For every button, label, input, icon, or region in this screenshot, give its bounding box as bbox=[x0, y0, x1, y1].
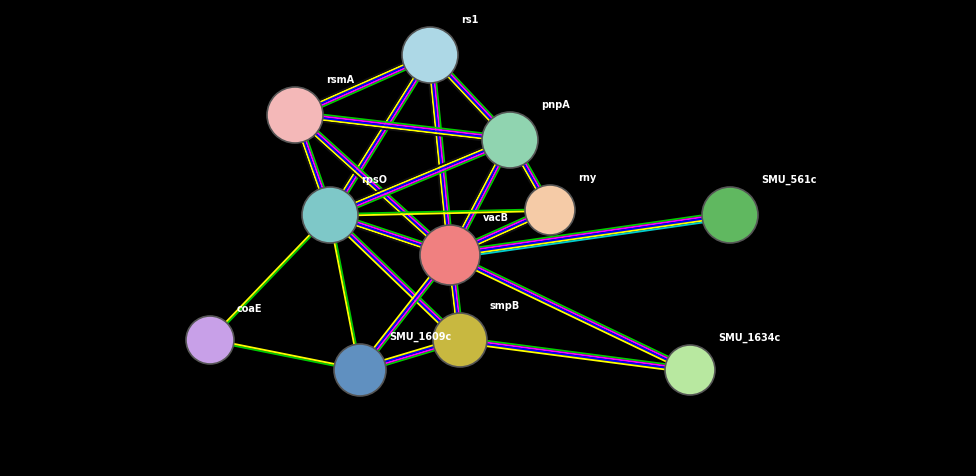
Circle shape bbox=[702, 187, 758, 243]
Text: smpB: smpB bbox=[490, 301, 520, 311]
Circle shape bbox=[334, 344, 386, 396]
Text: rny: rny bbox=[578, 173, 596, 183]
Text: SMU_1634c: SMU_1634c bbox=[718, 333, 780, 343]
Text: coaE: coaE bbox=[237, 304, 263, 314]
Text: SMU_561c: SMU_561c bbox=[761, 175, 817, 185]
Circle shape bbox=[402, 27, 458, 83]
Text: pnpA: pnpA bbox=[541, 100, 570, 110]
Circle shape bbox=[302, 187, 358, 243]
Text: SMU_1609c: SMU_1609c bbox=[389, 332, 451, 342]
Circle shape bbox=[420, 225, 480, 285]
Circle shape bbox=[665, 345, 715, 395]
Circle shape bbox=[186, 316, 234, 364]
Circle shape bbox=[433, 313, 487, 367]
Text: rsmA: rsmA bbox=[326, 75, 354, 85]
Text: rpsO: rpsO bbox=[361, 175, 387, 185]
Circle shape bbox=[482, 112, 538, 168]
Circle shape bbox=[525, 185, 575, 235]
Text: vacB: vacB bbox=[483, 213, 509, 223]
Text: rs1: rs1 bbox=[461, 15, 478, 25]
Circle shape bbox=[267, 87, 323, 143]
